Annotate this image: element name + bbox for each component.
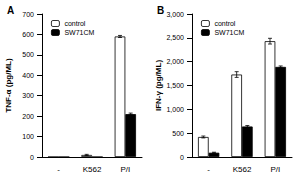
svg-text:P/I: P/I bbox=[270, 165, 280, 174]
svg-text:-: - bbox=[57, 165, 60, 174]
svg-text:0: 0 bbox=[30, 154, 34, 161]
svg-text:A: A bbox=[7, 5, 14, 16]
svg-text:600: 600 bbox=[22, 31, 34, 38]
svg-text:control: control bbox=[64, 20, 85, 27]
svg-text:K562: K562 bbox=[233, 165, 252, 174]
svg-text:1,500: 1,500 bbox=[166, 82, 184, 89]
svg-text:0: 0 bbox=[180, 154, 184, 161]
svg-text:300: 300 bbox=[22, 92, 34, 99]
svg-text:2,500: 2,500 bbox=[166, 34, 184, 41]
svg-text:control: control bbox=[214, 20, 235, 27]
svg-text:SW71CM: SW71CM bbox=[64, 29, 94, 36]
svg-text:500: 500 bbox=[172, 130, 184, 137]
svg-text:P/I: P/I bbox=[120, 165, 130, 174]
svg-text:100: 100 bbox=[22, 133, 34, 140]
svg-text:3,000: 3,000 bbox=[166, 11, 184, 18]
svg-text:K562: K562 bbox=[83, 165, 102, 174]
svg-text:1,000: 1,000 bbox=[166, 106, 184, 113]
svg-text:B: B bbox=[157, 5, 164, 16]
svg-text:2,000: 2,000 bbox=[166, 58, 184, 65]
svg-text:SW71CM: SW71CM bbox=[214, 29, 244, 36]
svg-text:500: 500 bbox=[22, 51, 34, 58]
svg-text:-: - bbox=[207, 165, 210, 174]
svg-text:IFN-γ (pg/ML): IFN-γ (pg/ML) bbox=[154, 60, 163, 111]
svg-text:200: 200 bbox=[22, 113, 34, 120]
svg-text:TNF-α (pg/ML): TNF-α (pg/ML) bbox=[4, 58, 13, 113]
svg-text:700: 700 bbox=[22, 11, 34, 18]
svg-text:400: 400 bbox=[22, 72, 34, 79]
